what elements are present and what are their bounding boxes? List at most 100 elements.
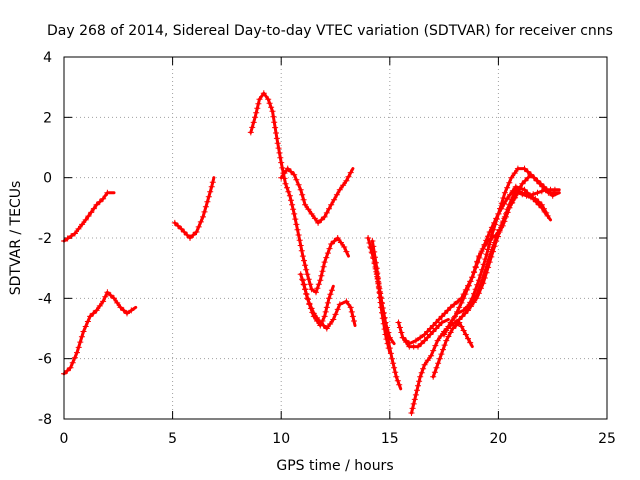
series-segment-9 [369, 238, 392, 355]
data-point-marker [484, 238, 491, 244]
data-point-marker [82, 216, 89, 223]
data-point-marker [328, 201, 335, 208]
data-point-marker [275, 145, 282, 152]
data-point-marker [276, 149, 283, 156]
data-point-marker [333, 191, 340, 198]
data-point-marker [71, 230, 78, 237]
data-point-marker [424, 328, 431, 335]
series-segment-16 [452, 189, 550, 320]
data-point-marker [302, 286, 309, 293]
data-point-marker [433, 325, 440, 332]
data-point-marker [297, 186, 304, 193]
data-point-marker [120, 307, 127, 314]
data-point-marker [104, 189, 111, 196]
data-point-marker [100, 195, 107, 202]
data-point-marker [336, 186, 343, 193]
data-point-marker [303, 266, 310, 273]
data-point-marker [490, 244, 496, 251]
data-point-marker [291, 171, 298, 178]
data-point-marker [74, 349, 80, 356]
data-point-marker [478, 248, 485, 255]
data-point-marker [384, 340, 391, 347]
data-point-marker [305, 206, 312, 213]
data-point-marker [418, 369, 425, 376]
y-tick-label: 0 [43, 171, 52, 187]
data-point-marker [522, 177, 529, 184]
data-point-marker [415, 382, 421, 389]
data-point-marker [541, 183, 547, 190]
data-point-marker [209, 179, 216, 186]
data-point-marker [318, 216, 325, 223]
data-point-marker [454, 308, 461, 315]
data-point-marker [290, 206, 297, 213]
data-point-marker [292, 216, 299, 223]
data-point-marker [184, 232, 191, 238]
data-point-marker [433, 364, 440, 371]
data-point-marker [321, 313, 328, 320]
data-point-marker [391, 364, 398, 371]
data-point-marker [420, 365, 427, 372]
data-point-marker [327, 321, 334, 327]
data-point-marker [256, 96, 263, 103]
data-point-marker [496, 227, 503, 234]
data-point-marker [427, 325, 434, 332]
data-point-marker [351, 318, 357, 324]
data-point-marker [84, 318, 91, 325]
data-point-marker [532, 195, 539, 202]
data-point-marker [331, 196, 338, 203]
data-point-marker [117, 304, 124, 311]
data-point-marker [77, 339, 84, 346]
data-point-marker [323, 209, 330, 216]
data-point-marker [524, 168, 531, 175]
data-point-marker [500, 195, 507, 201]
data-point-marker [310, 313, 317, 320]
series-segment-14 [441, 171, 561, 338]
data-point-marker [271, 119, 278, 126]
data-point-marker [394, 377, 401, 384]
data-point-marker [440, 346, 446, 353]
data-point-marker [472, 286, 479, 293]
data-point-marker [436, 316, 442, 323]
data-point-marker [474, 281, 481, 288]
data-point-marker [343, 298, 350, 305]
data-point-marker [305, 276, 312, 283]
data-point-marker [543, 186, 550, 193]
data-point-marker [299, 191, 306, 198]
data-point-marker [278, 159, 285, 166]
data-point-marker [433, 319, 440, 326]
data-point-marker [445, 323, 452, 330]
data-point-marker [459, 313, 466, 320]
data-point-marker [417, 373, 424, 380]
data-point-marker [330, 316, 337, 323]
data-point-marker [472, 263, 479, 270]
data-point-marker [71, 354, 78, 361]
data-point-marker [269, 108, 276, 115]
data-point-marker [268, 104, 275, 111]
data-point-marker [279, 164, 286, 171]
series-segment-6 [297, 271, 335, 329]
data-point-marker [306, 301, 313, 308]
data-point-marker [509, 199, 516, 206]
data-point-marker [303, 291, 310, 298]
data-point-marker [299, 253, 306, 260]
data-point-marker [307, 281, 314, 288]
data-point-marker [441, 342, 448, 349]
data-point-marker [345, 173, 352, 180]
data-point-marker [365, 235, 372, 241]
data-point-marker [270, 113, 277, 120]
data-point-marker [471, 268, 477, 275]
data-point-marker [508, 174, 515, 181]
data-point-marker [506, 204, 513, 211]
data-point-marker [465, 282, 472, 289]
data-point-marker [90, 205, 97, 212]
data-point-marker [308, 210, 315, 217]
data-point-marker [305, 296, 311, 303]
x-tick-label: 20 [489, 431, 507, 447]
data-point-marker [424, 357, 431, 364]
data-point-marker [512, 194, 519, 201]
data-point-marker [491, 239, 498, 246]
data-point-marker [75, 344, 82, 351]
data-point-marker [343, 177, 350, 184]
data-point-marker [204, 198, 211, 205]
